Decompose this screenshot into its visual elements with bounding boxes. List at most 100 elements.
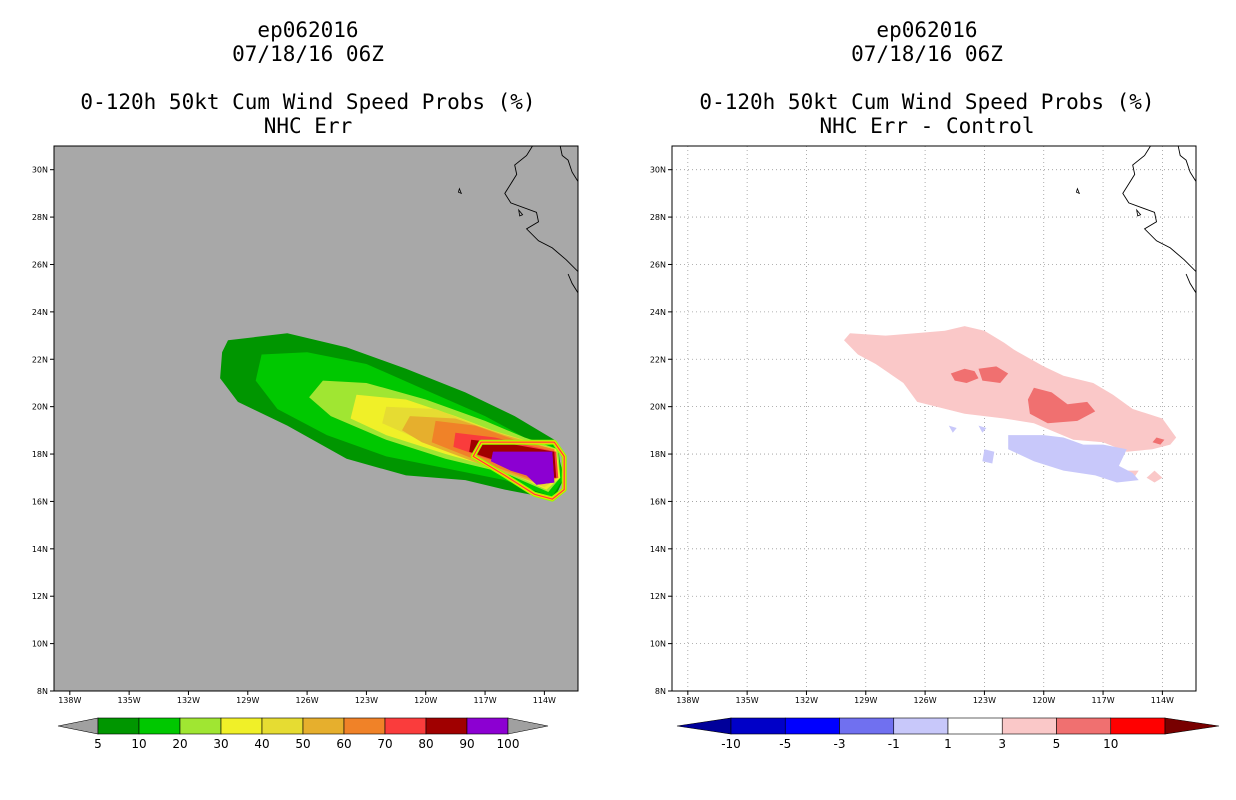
right-contour-3-3 <box>1027 387 1096 424</box>
left-colorbar: 5 10 20 30 40 50 60 70 80 90 100 <box>57 717 549 751</box>
right-contours <box>844 146 1196 483</box>
left-colorbar-high-arrow <box>507 717 549 735</box>
right-colorbar-label: -1 <box>888 737 900 751</box>
left-colorbar-label: 50 <box>295 737 310 751</box>
left-colorbar-swatch <box>425 717 468 735</box>
right-contour-1-5 <box>1146 470 1163 483</box>
left-colorbar-label: 10 <box>131 737 146 751</box>
left-colorbar-label: 5 <box>94 737 102 751</box>
right-xtick-label: 123W <box>973 696 996 705</box>
left-contours <box>220 146 578 502</box>
right-contour-neg1-8 <box>982 449 995 464</box>
left-colorbar-label: 40 <box>254 737 269 751</box>
right-xtick-label: 126W <box>914 696 937 705</box>
left-colorbar-swatch <box>302 717 345 735</box>
left-plot: 138W 135W 132W 129W 126W 123W 120W 117W 114W 8N 10… <box>32 145 579 705</box>
right-island-1 <box>1136 208 1142 217</box>
right-ytick-label: 12N <box>650 592 666 601</box>
right-contour-3-1 <box>950 368 979 383</box>
left-colorbar-label: 70 <box>377 737 392 751</box>
left-subtitle-product: 0-120h 50kt Cum Wind Speed Probs (%) <box>80 90 536 114</box>
left-colorbar-swatch <box>261 717 304 735</box>
right-colorbar-swatch <box>784 717 840 735</box>
right-colorbar-swatch <box>947 717 1003 735</box>
left-colorbar-label: 20 <box>172 737 187 751</box>
left-xtick-label: 138W <box>58 696 81 705</box>
right-xtick-label: 135W <box>736 696 759 705</box>
right-colorbar-label: 1 <box>944 737 952 751</box>
left-title: ep062016 07/18/16 06Z <box>58 18 558 66</box>
right-colorbar-swatch <box>839 717 895 735</box>
left-island-1 <box>518 208 524 217</box>
left-xtick-label: 135W <box>118 696 141 705</box>
right-ytick-label: 24N <box>650 308 666 317</box>
right-ytick-label: 14N <box>650 545 666 554</box>
left-ytick-label: 28N <box>32 213 48 222</box>
right-colorbar: -10 -5 -3 -1 1 3 5 10 <box>676 717 1220 751</box>
right-colorbar-label: -10 <box>721 737 741 751</box>
right-ytick-label: 18N <box>650 450 666 459</box>
left-island-0 <box>457 187 463 195</box>
right-contour-3-4 <box>1152 437 1165 445</box>
left-colorbar-swatch <box>220 717 263 735</box>
right-colorbar-high-arrow <box>1164 717 1220 735</box>
right-title: ep062016 07/18/16 06Z <box>677 18 1177 66</box>
right-ytick-label: 16N <box>650 497 666 506</box>
left-ytick-label: 12N <box>32 592 48 601</box>
right-contour-neg1-10 <box>978 425 987 433</box>
left-ytick-label: 30N <box>32 166 48 175</box>
left-colorbar-label: 60 <box>336 737 351 751</box>
right-contour-1-0 <box>844 326 1177 452</box>
right-xtick-label: 120W <box>1032 696 1055 705</box>
left-core-fill <box>491 451 555 485</box>
right-coastline-1 <box>1177 146 1196 182</box>
right-colorbar-label: -5 <box>779 737 791 751</box>
right-colorbar-swatch <box>1001 717 1057 735</box>
left-ytick-label: 22N <box>32 355 48 364</box>
right-title-storm: ep062016 <box>876 18 978 42</box>
right-ytick-label: 30N <box>650 166 666 175</box>
left-ytick-label: 18N <box>32 450 48 459</box>
left-title-time: 07/18/16 06Z <box>232 42 384 66</box>
right-colorbar-label: 3 <box>998 737 1006 751</box>
left-xtick-label: 129W <box>236 696 259 705</box>
left-ytick-label: 26N <box>32 260 48 269</box>
left-colorbar-label: 30 <box>213 737 228 751</box>
right-colorbar-swatch <box>730 717 786 735</box>
right-ytick-label: 28N <box>650 213 666 222</box>
right-xtick-label: 117W <box>1091 696 1114 705</box>
left-coastline-2 <box>567 273 578 294</box>
right-xtick-label: 129W <box>854 696 877 705</box>
left-colorbar-label: 90 <box>459 737 474 751</box>
right-colorbar-label: 10 <box>1103 737 1118 751</box>
right-contour-neg1-7 <box>1008 435 1139 483</box>
left-ytick-label: 10N <box>32 640 48 649</box>
left-colorbar-swatch <box>343 717 386 735</box>
right-title-time: 07/18/16 06Z <box>851 42 1003 66</box>
left-xtick-label: 114W <box>533 696 556 705</box>
left-title-storm: ep062016 <box>257 18 359 42</box>
right-subtitle-field: NHC Err - Control <box>819 114 1035 138</box>
right-island-0 <box>1075 187 1081 195</box>
left-xtick-label: 120W <box>414 696 437 705</box>
left-colorbar-low-arrow <box>57 717 99 735</box>
right-xtick-label: 114W <box>1151 696 1174 705</box>
left-map-frame <box>53 145 579 692</box>
right-coastline-0 <box>1122 146 1196 272</box>
right-plot: 138W 135W 132W 129W 126W 123W 120W 117W 114W 8N 10… <box>650 145 1197 705</box>
right-ytick-label: 26N <box>650 260 666 269</box>
left-colorbar-swatch <box>138 717 181 735</box>
right-xtick-label: 132W <box>795 696 818 705</box>
left-ytick-label: 20N <box>32 403 48 412</box>
left-ytick-label: 8N <box>37 687 48 696</box>
right-ytick-label: 10N <box>650 640 666 649</box>
left-xtick-label: 132W <box>177 696 200 705</box>
left-coastline-1 <box>559 146 578 182</box>
left-colorbar-swatch <box>466 717 509 735</box>
right-colorbar-label: -3 <box>834 737 846 751</box>
right-colorbar-swatch <box>1056 717 1112 735</box>
right-colorbar-low-arrow <box>676 717 732 735</box>
left-ytick-label: 16N <box>32 497 48 506</box>
right-subtitle: 0-120h 50kt Cum Wind Speed Probs (%) NHC… <box>677 90 1177 138</box>
